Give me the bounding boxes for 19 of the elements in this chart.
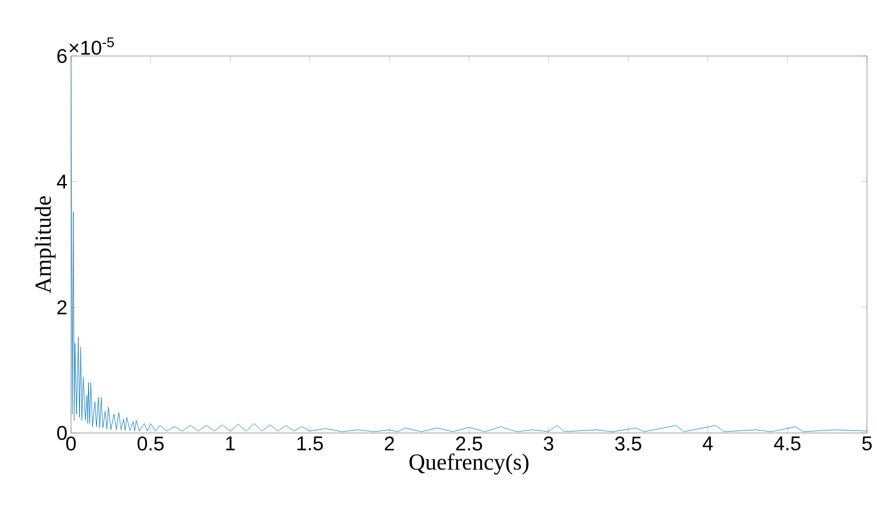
x-tick-label: 3.5 <box>615 436 642 451</box>
x-tick-label: 2 <box>384 436 394 450</box>
y-tick-label: 0 <box>57 426 67 440</box>
x-tick-label: 4 <box>702 436 713 450</box>
x-tick-label: 1 <box>226 436 235 450</box>
x-tick-label: 2.5 <box>456 436 482 451</box>
x-tick-label: 5 <box>862 436 872 450</box>
line-series <box>71 56 868 432</box>
text: ×10$^{-5}$ <box>70 38 114 55</box>
x-tick-label: 0 <box>66 436 76 451</box>
y-tick-label: 2 <box>57 300 66 314</box>
x-tick-label: 3 <box>544 436 554 451</box>
x-tick-label: 4.5 <box>774 436 800 450</box>
x-axis-title: Quefrency(s) <box>410 453 528 475</box>
y-axis-title: Amplitude <box>34 196 56 294</box>
x-tick-label: 0.5 <box>138 436 164 451</box>
x-tick-label: 1.5 <box>297 436 323 450</box>
y-tick-label: 4 <box>56 174 67 189</box>
y-tick-label: 6 <box>57 48 67 64</box>
